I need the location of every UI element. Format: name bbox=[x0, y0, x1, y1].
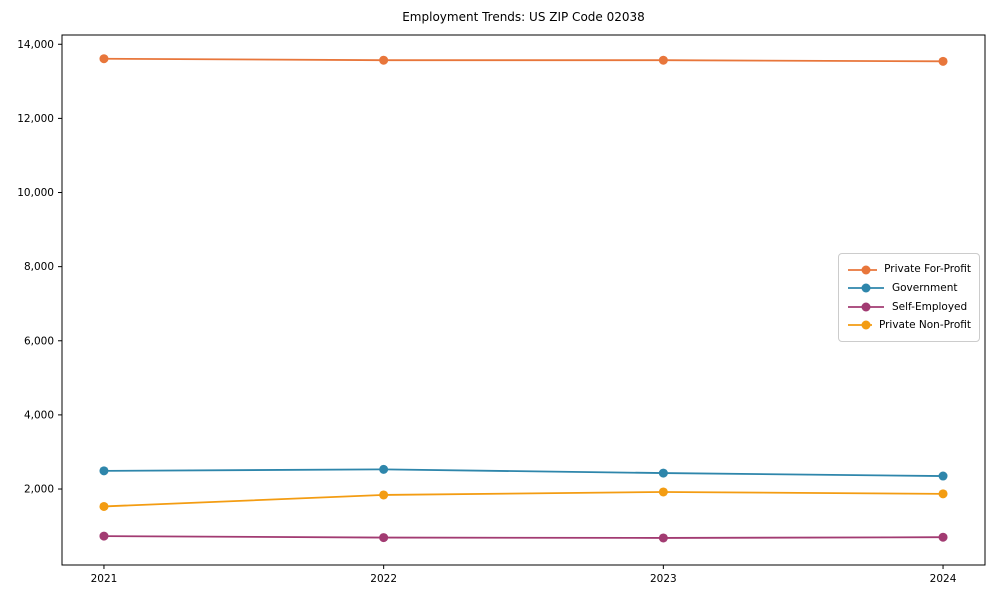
legend-line-marker-icon bbox=[848, 283, 884, 293]
legend-label: Self-Employed bbox=[892, 300, 968, 313]
data-point-marker bbox=[658, 468, 668, 478]
data-point-marker bbox=[938, 56, 948, 66]
legend-item: Government bbox=[847, 280, 971, 297]
data-point-marker bbox=[99, 54, 109, 64]
legend-item: Private For-Profit bbox=[847, 261, 971, 278]
legend-item: Self-Employed bbox=[847, 298, 971, 315]
legend-line-marker-icon bbox=[848, 320, 872, 330]
data-point-marker bbox=[379, 464, 389, 474]
legend-label: Private Non-Profit bbox=[878, 319, 971, 332]
data-point-marker bbox=[938, 489, 948, 499]
x-tick-label: 2021 bbox=[91, 573, 118, 585]
y-tick-label: 10,000 bbox=[17, 187, 54, 199]
x-tick-label: 2024 bbox=[930, 573, 957, 585]
legend-label: Government bbox=[892, 281, 958, 294]
y-tick-label: 4,000 bbox=[24, 409, 54, 421]
data-point-marker bbox=[938, 471, 948, 481]
series-line bbox=[103, 468, 944, 477]
data-point-marker bbox=[658, 533, 668, 543]
data-point-marker bbox=[658, 55, 668, 65]
data-point-marker bbox=[99, 531, 109, 541]
legend-item: Private Non-Profit bbox=[847, 317, 971, 334]
plot-border bbox=[61, 34, 986, 566]
data-point-marker bbox=[379, 490, 389, 500]
y-tick-label: 14,000 bbox=[17, 39, 54, 51]
x-tick-label: 2023 bbox=[650, 573, 677, 585]
y-tick-label: 12,000 bbox=[17, 113, 54, 125]
legend: Private For-Profit Government Self-Employe… bbox=[838, 253, 980, 342]
y-tick-label: 2,000 bbox=[24, 484, 54, 496]
series-line bbox=[103, 57, 944, 63]
data-point-marker bbox=[99, 466, 109, 476]
legend-line-marker-icon bbox=[848, 265, 878, 274]
y-tick-label: 8,000 bbox=[24, 261, 54, 273]
chart-title: Employment Trends: US ZIP Code 02038 bbox=[402, 10, 645, 24]
y-tick-label: 6,000 bbox=[24, 335, 54, 347]
series-line bbox=[103, 535, 944, 539]
data-point-marker bbox=[99, 501, 109, 511]
data-point-marker bbox=[938, 532, 948, 542]
data-point-marker bbox=[379, 533, 389, 543]
legend-line-marker-icon bbox=[848, 302, 884, 312]
x-tick-label: 2022 bbox=[370, 573, 397, 585]
data-point-marker bbox=[658, 487, 668, 497]
series-line bbox=[103, 491, 944, 508]
legend-label: Private For-Profit bbox=[884, 263, 971, 276]
data-point-marker bbox=[379, 55, 389, 65]
